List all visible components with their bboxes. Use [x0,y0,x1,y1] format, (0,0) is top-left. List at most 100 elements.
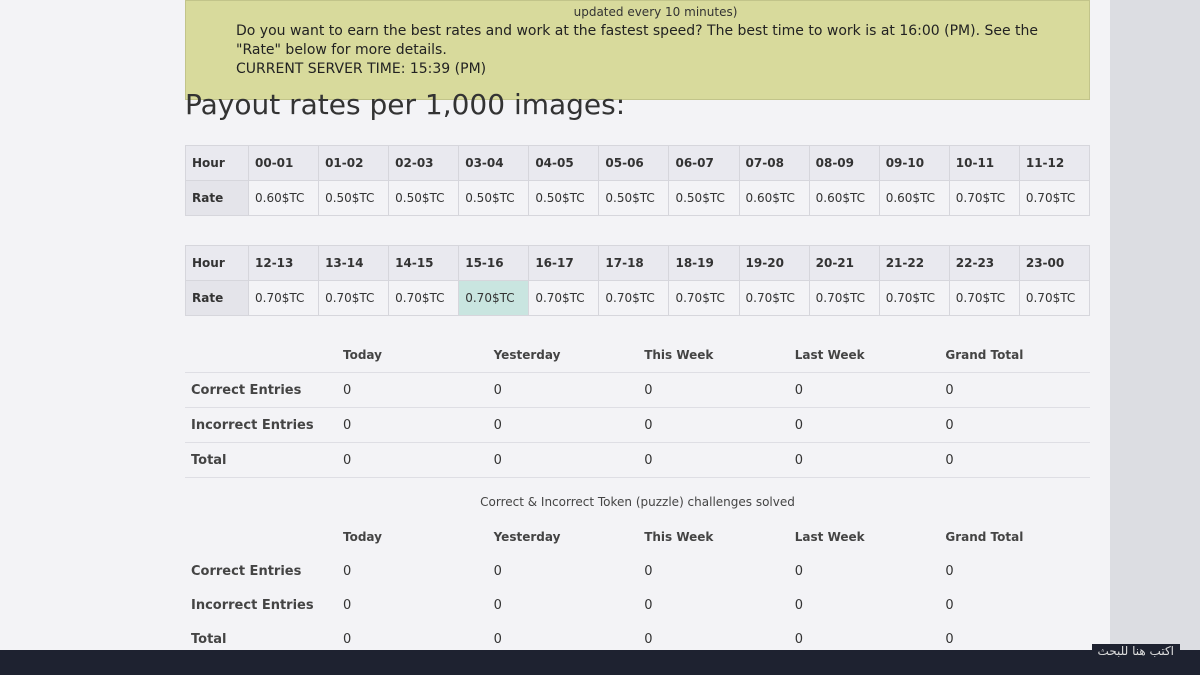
hour-cell: 12-13 [247,245,320,281]
rate-cell: 0.70$TC [1018,280,1091,316]
hour-label: Hour [185,145,249,181]
rate-cell: 0.50$TC [528,180,600,216]
corner-cell [185,520,337,554]
stat-value: 0 [644,631,653,647]
hour-cell: 18-19 [668,245,740,281]
stat-value: 0 [945,631,954,647]
stat-value: 0 [487,372,639,408]
stats-table: Today Yesterday This Week Last Week Grand To… [185,520,1090,656]
rate-cell: 0.70$TC [598,280,670,316]
stat-value: 0 [487,407,639,443]
rate-cell: 0.70$TC [668,280,740,316]
hour-cell: 05-06 [598,145,670,181]
rate-cell: 0.70$TC [948,280,1020,316]
stat-value: 0 [794,563,804,579]
column-header: Grand Total [939,338,1090,373]
stats-row: Correct Entries 0 0 0 0 0 [185,554,1090,588]
column-header: Today [343,530,382,544]
rate-cell: 0.70$TC [388,280,460,316]
rate-table: Hour 12-13 13-14 14-15 15-16 16-17 17-18 18-19 1… [185,245,1091,316]
header-row: Today Yesterday This Week Last Week Grand To… [185,338,1090,373]
hour-cell: 00-01 [247,145,320,181]
column-header: Last Week [788,338,940,373]
stat-value: 0 [788,372,940,408]
hour-cell: 14-15 [388,245,460,281]
hour-cell: 16-17 [528,245,600,281]
title: Payout rates per 1,000 images: [185,88,626,121]
search-box[interactable]: اكتب هنا للبحث [1091,644,1180,658]
column-header: Yesterday [493,530,561,544]
stat-value: 0 [487,442,639,478]
stat-value: 0 [939,372,1090,408]
stats-row: Correct Entries 0 0 0 0 0 [185,372,1090,408]
stat-value: 0 [638,442,789,478]
stat-value: 0 [493,563,502,579]
stat-value: 0 [343,597,352,613]
column-header: Last Week [794,530,865,544]
stat-value: 0 [788,407,940,443]
rate-row: Rate 0.60$TC 0.50$TC 0.50$TC 0.50$TC 0.50$TC 0… [185,180,1091,216]
column-header: Yesterday [487,338,639,373]
stat-value: 0 [337,407,488,443]
row-label: Correct Entries [191,563,302,579]
rate-cell: 0.70$TC [458,280,530,316]
hour-cell: 06-07 [668,145,740,181]
stat-value: 0 [939,407,1090,443]
row-label: Total [191,631,227,647]
hour-cell: 01-02 [318,145,390,181]
rate-cell: 0.70$TC [528,280,600,316]
column-header: Grand Total [945,530,1024,544]
stat-value: 0 [337,442,488,478]
stat-value: 0 [638,407,789,443]
notice-message: Do you want to earn the best rates and w… [236,23,1039,58]
row-label: Incorrect Entries [185,407,337,443]
rate-cell: 0.70$TC [1018,180,1091,216]
hour-cell: 11-12 [1018,145,1091,181]
stat-value: 0 [638,372,789,408]
stat-value: 0 [493,597,502,613]
stat-value: 0 [644,563,653,579]
stats-row: Total 0 0 0 0 0 [185,622,1090,656]
rate-cell: 0.70$TC [808,280,880,316]
rate-cell: 0.50$TC [668,180,740,216]
rate-table: Hour 00-01 01-02 02-03 03-04 04-05 05-06 06-07 0… [185,145,1091,216]
rate-label: Rate [185,180,249,216]
hour-row: Hour 12-13 13-14 14-15 15-16 16-17 17-18 18-19 1… [185,245,1091,281]
hour-cell: 10-11 [948,145,1020,181]
hour-cell: 23-00 [1018,245,1091,281]
stat-value: 0 [337,372,488,408]
stats-table: Today Yesterday This Week Last Week Grand To… [185,338,1090,478]
stats-row: Incorrect Entries 0 0 0 0 0 [185,407,1090,443]
hour-row: Hour 00-01 01-02 02-03 03-04 04-05 05-06 06-07 0… [185,145,1091,181]
rate-cell: 0.70$TC [878,280,950,316]
rate-cell: 0.50$TC [388,180,460,216]
rate-cell: 0.50$TC [598,180,670,216]
taskbar [0,650,1200,675]
stat-value: 0 [644,597,653,613]
stat-value: 0 [788,442,940,478]
stat-value: 0 [343,563,352,579]
rate-row: Rate 0.70$TC 0.70$TC 0.70$TC 0.70$TC 0.70$TC 0… [185,280,1091,316]
stat-value: 0 [794,597,804,613]
server-time: CURRENT SERVER TIME: 15:39 (PM) [236,61,487,77]
rate-cell: 0.60$TC [738,180,810,216]
stat-value: 0 [794,631,804,647]
stat-value: 0 [945,563,954,579]
hour-cell: 07-08 [738,145,810,181]
hour-cell: 04-05 [528,145,600,181]
stat-value: 0 [939,442,1090,478]
hour-cell: 08-09 [808,145,880,181]
update-note: updated every 10 minutes) [573,5,738,19]
header-row: Today Yesterday This Week Last Week Grand To… [185,520,1090,554]
hour-label: Hour [185,245,249,281]
column-header: This Week [644,530,714,544]
stat-value: 0 [945,597,954,613]
stats-row: Incorrect Entries 0 0 0 0 0 [185,588,1090,622]
rate-cell: 0.50$TC [318,180,390,216]
rate-cell: 0.50$TC [458,180,530,216]
caption: Correct & Incorrect Token (puzzle) chall… [480,495,795,509]
stats-row: Total 0 0 0 0 0 [185,442,1090,478]
rate-cell: 0.60$TC [247,180,320,216]
hour-cell: 02-03 [388,145,460,181]
